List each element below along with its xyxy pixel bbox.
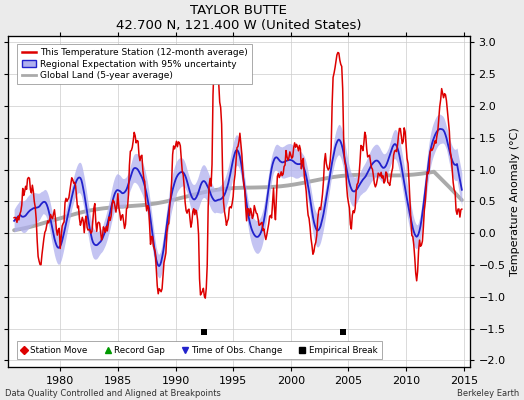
Y-axis label: Temperature Anomaly (°C): Temperature Anomaly (°C) [510,127,520,276]
Legend: Station Move, Record Gap, Time of Obs. Change, Empirical Break: Station Move, Record Gap, Time of Obs. C… [17,341,381,359]
Text: Berkeley Earth: Berkeley Earth [456,389,519,398]
Title: TAYLOR BUTTE
42.700 N, 121.400 W (United States): TAYLOR BUTTE 42.700 N, 121.400 W (United… [116,4,362,32]
Text: Data Quality Controlled and Aligned at Breakpoints: Data Quality Controlled and Aligned at B… [5,389,221,398]
